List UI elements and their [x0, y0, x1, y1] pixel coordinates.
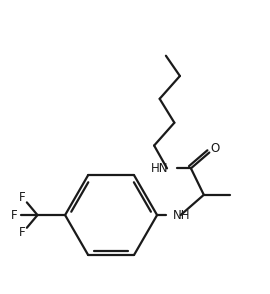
- Text: F: F: [19, 191, 26, 204]
- Text: F: F: [11, 208, 18, 222]
- Text: O: O: [211, 142, 220, 155]
- Text: HN: HN: [151, 162, 169, 175]
- Text: F: F: [19, 226, 26, 239]
- Text: NH: NH: [173, 208, 190, 222]
